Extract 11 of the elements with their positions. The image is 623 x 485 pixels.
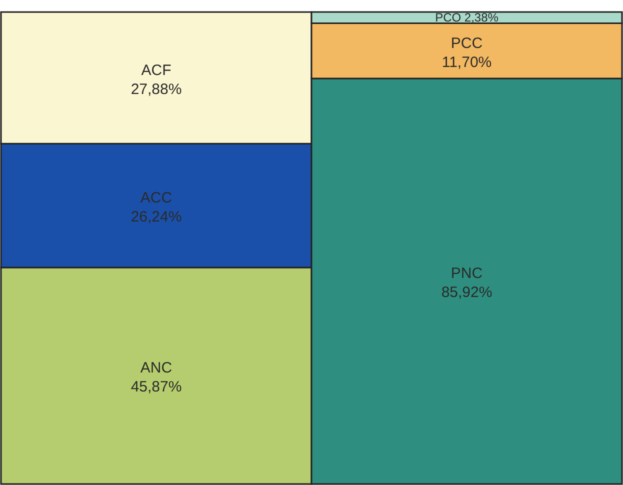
series-label: ACC <box>140 190 172 207</box>
data-label: 85,92% <box>441 284 492 302</box>
text: PCO 2,38% <box>435 10 498 25</box>
data-label: 45,87% <box>130 378 182 396</box>
series-label: PNC <box>450 265 483 282</box>
series-label: ACF <box>141 62 172 79</box>
series-label: ANC <box>140 360 172 377</box>
data-label: 27,88% <box>130 80 182 98</box>
data-label: 26,24% <box>130 208 182 226</box>
data-label: 11,70% <box>442 54 492 71</box>
series-label: PCC <box>450 34 483 52</box>
